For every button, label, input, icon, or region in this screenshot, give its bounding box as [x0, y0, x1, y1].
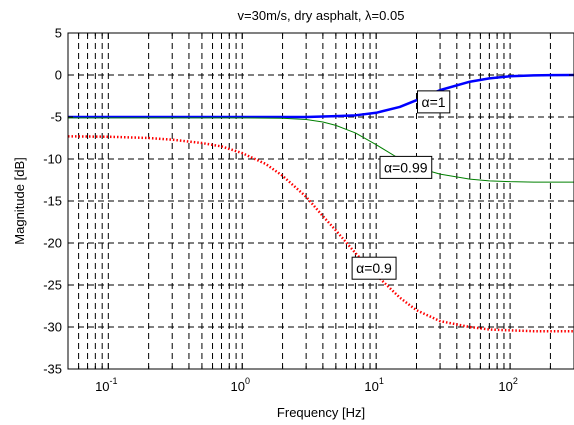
annotation-label: α=1: [421, 94, 445, 110]
x-tick-label: 100: [231, 376, 250, 394]
grid: [67, 33, 574, 369]
y-tick-label: -20: [43, 236, 62, 251]
y-tick-label: -15: [43, 194, 62, 209]
annotation-label: α=0.99: [384, 159, 428, 175]
chart-title: v=30m/s, dry asphalt, λ=0.05: [238, 8, 405, 23]
y-tick-label: -5: [50, 110, 62, 125]
annotation-box: [379, 155, 433, 179]
annotation-label: α=0.9: [356, 260, 392, 276]
annotation-2: α=0.9: [351, 256, 397, 280]
x-tick-label: 102: [498, 376, 517, 394]
y-axis-label: Magnitude [dB]: [12, 157, 27, 244]
annotation-box: [351, 256, 397, 280]
annotation-box: [416, 90, 451, 114]
series-line-1: [68, 117, 574, 183]
annotation-1: α=0.99: [379, 155, 433, 179]
y-tick-label: -10: [43, 152, 62, 167]
x-axis-label: Frequency [Hz]: [277, 405, 365, 420]
series-line-0: [68, 73, 574, 119]
y-tick-label: -30: [43, 320, 62, 335]
y-tick-label: -25: [43, 278, 62, 293]
annotation-0: α=1: [416, 90, 451, 114]
y-tick-label: 5: [55, 26, 62, 41]
y-tick-label: -35: [43, 362, 62, 377]
ticks: 5 0 -5 -10 -15 -20 -25 -30 -35 10-1 100 101 102: [43, 26, 574, 394]
annotations: α=1 α=0.99 α=0.9: [351, 90, 451, 280]
series-line-2: [67, 135, 574, 333]
x-tick-label: 10-1: [95, 376, 117, 394]
y-tick-label: 0: [55, 68, 62, 83]
series-layer: [67, 73, 574, 333]
x-tick-label: 101: [364, 376, 383, 394]
